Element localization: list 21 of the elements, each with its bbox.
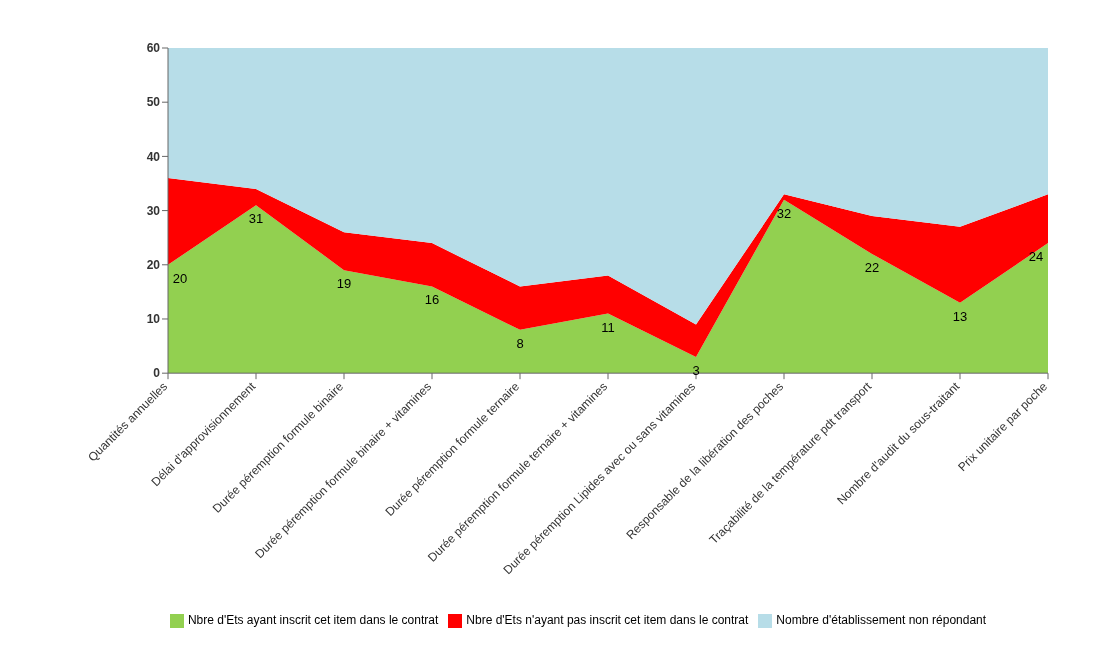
data-label: 16 [424, 292, 440, 308]
legend-label: Nombre d'établissement non répondant [776, 613, 987, 628]
y-tick-label: 50 [146, 95, 161, 110]
data-label: 3 [692, 362, 700, 378]
y-tick-label: 20 [146, 258, 161, 273]
data-label: 11 [601, 319, 615, 335]
y-tick-label: 0 [153, 366, 161, 381]
y-tick-label: 40 [146, 149, 161, 164]
data-label: 31 [248, 211, 264, 227]
data-label: 13 [952, 308, 968, 324]
data-label: 32 [776, 205, 792, 221]
data-label: 20 [172, 270, 188, 286]
legend-label: Nbre d'Ets n'ayant pas inscrit cet item dans le contrat [466, 613, 749, 628]
legend-label: Nbre d'Ets ayant inscrit cet item dans le contrat [187, 613, 439, 628]
data-label: 19 [336, 276, 352, 292]
data-label: 24 [1028, 249, 1044, 265]
data-label: 22 [864, 259, 880, 275]
y-tick-label: 60 [146, 41, 161, 56]
y-tick-label: 30 [146, 203, 161, 218]
y-tick-label: 10 [146, 312, 161, 327]
data-label: 8 [516, 335, 524, 351]
